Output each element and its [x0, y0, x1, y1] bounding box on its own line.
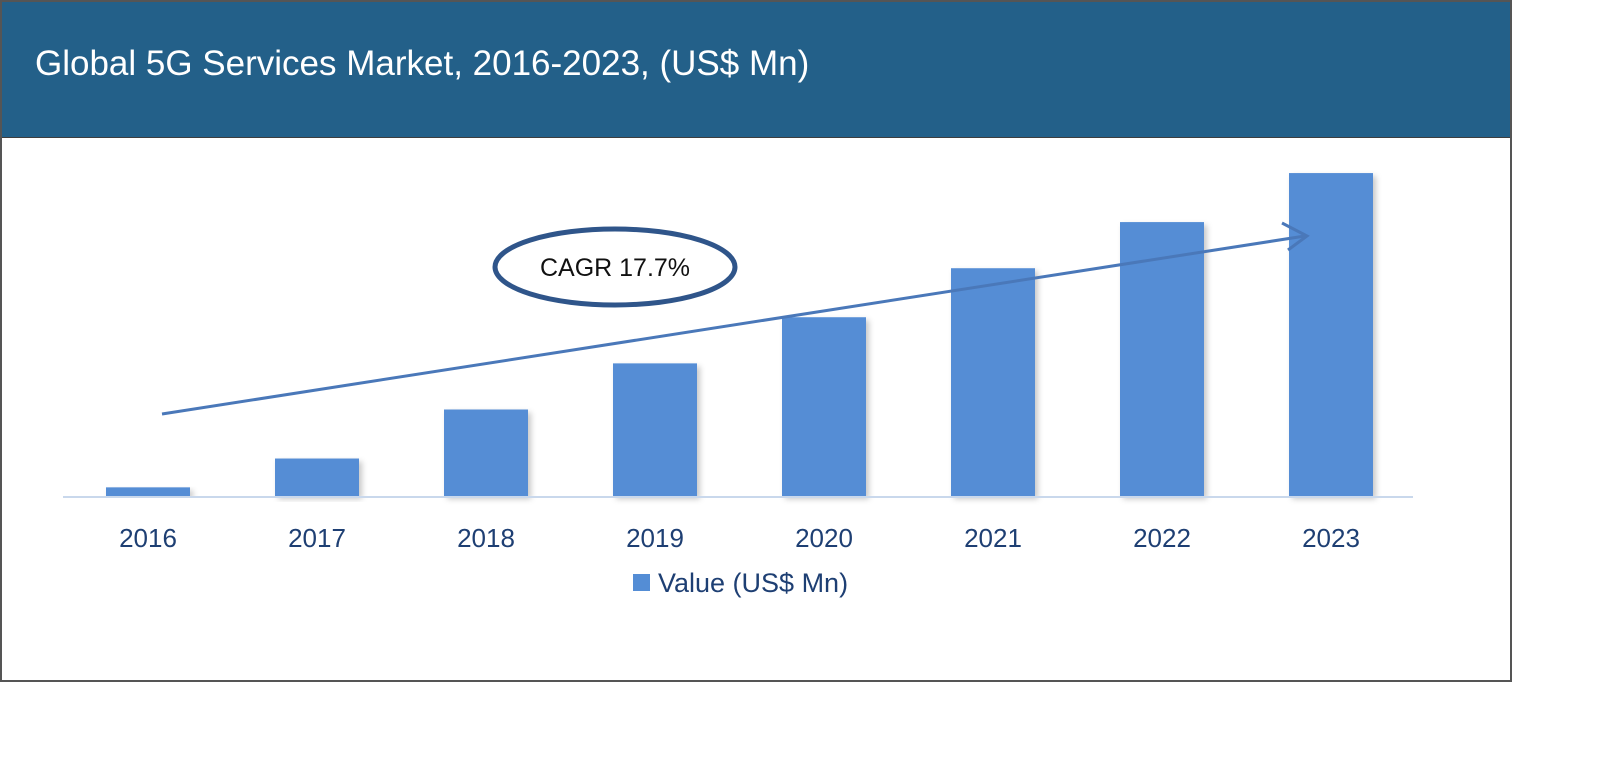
- legend-swatch: [633, 574, 650, 591]
- title-banner: Global 5G Services Market, 2016-2023, (U…: [2, 2, 1510, 138]
- bar-2018: [444, 409, 528, 496]
- cagr-callout: CAGR 17.7%: [492, 226, 738, 308]
- bar-2020: [782, 317, 866, 496]
- bar-2022: [1120, 222, 1204, 497]
- x-tick-label-2016: 2016: [119, 523, 177, 553]
- x-tick-label-2018: 2018: [457, 523, 515, 553]
- x-tick-label-2019: 2019: [626, 523, 684, 553]
- trend-arrow: [161, 221, 1310, 416]
- bar-2017: [275, 458, 359, 496]
- arrow-head-icon: [1281, 221, 1310, 252]
- chart-frame: Global 5G Services Market, 2016-2023, (U…: [0, 0, 1512, 682]
- x-tick-label-2022: 2022: [1133, 523, 1191, 553]
- legend-label: Value (US$ Mn): [658, 568, 848, 598]
- chart-title: Global 5G Services Market, 2016-2023, (U…: [35, 44, 810, 83]
- x-tick-label-2021: 2021: [964, 523, 1022, 553]
- x-tick-label-2023: 2023: [1302, 523, 1360, 553]
- bar-2023: [1289, 173, 1373, 497]
- cagr-label: CAGR 17.7%: [540, 254, 690, 282]
- bar-2016: [106, 487, 190, 496]
- bar-2019: [613, 363, 697, 496]
- cagr-ellipse: [492, 226, 738, 308]
- bar-2021: [951, 268, 1035, 496]
- x-tick-label-2017: 2017: [288, 523, 346, 553]
- legend: Value (US$ Mn): [633, 568, 848, 598]
- x-tick-label-2020: 2020: [795, 523, 853, 553]
